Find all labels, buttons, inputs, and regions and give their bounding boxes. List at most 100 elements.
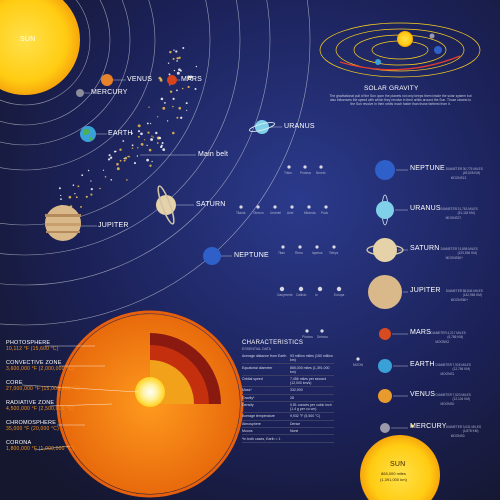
asteroid-dot — [194, 88, 197, 90]
table-planet-name: URANUS — [410, 205, 441, 212]
diameter-km-value: (142,984 KM) — [462, 293, 482, 297]
moon-label: Iapetus — [312, 251, 323, 255]
table-planet-name: SATURN — [410, 245, 440, 252]
diameter-label: DIAMETER — [440, 207, 458, 211]
moon-label: Titania — [236, 211, 246, 215]
moon-dot — [324, 205, 328, 209]
characteristics-row: Mass* 332,900 — [242, 387, 334, 395]
planet-table-graphics — [366, 160, 408, 433]
asteroid-dot — [161, 141, 164, 145]
table-planet-name: NEPTUNE — [410, 165, 445, 172]
layer-temp: 3,600,000 °F (2,000,000 °C) — [6, 366, 75, 372]
sun-cross-section — [56, 310, 244, 498]
asteroid-dot — [140, 132, 143, 136]
moon-label: Oberon — [253, 211, 264, 215]
characteristic-value: 93 million miles (150 million km) — [290, 354, 333, 363]
asteroid-dot — [172, 131, 175, 135]
neptune-label: NEPTUNE — [234, 252, 269, 259]
moon-label: Phobos — [302, 335, 313, 339]
characteristics-row: Density 0.81 ounces per cubic inch (1.4 g… — [242, 402, 334, 414]
characteristic-value: 28 — [290, 395, 294, 400]
characteristic-value: 9,932 °F (5,500 °C) — [290, 414, 321, 419]
asteroid-dot — [178, 56, 181, 60]
asteroid-dot — [146, 144, 148, 147]
venus-planet — [101, 74, 113, 86]
asteroid-dot — [185, 102, 188, 105]
asteroid-dot — [115, 150, 117, 153]
diameter-value: 7,926 MILES — [452, 363, 471, 367]
sun-data-circle — [360, 435, 440, 500]
asteroid-dot — [146, 158, 149, 162]
layer-name: CONVECTIVE ZONE — [6, 360, 62, 366]
moon-label: Umbriel — [270, 211, 281, 215]
moons-label: MOONS — [440, 402, 453, 406]
moons-label: MOONS — [440, 372, 453, 376]
asteroid-dot — [127, 155, 130, 158]
characteristic-value: None — [290, 429, 299, 434]
saturn-planet — [156, 185, 176, 225]
layer-temp: 10,112 °F (15,600 °C) — [6, 346, 59, 352]
layer-name: RADIATIVE ZONE — [6, 400, 55, 406]
asteroid-dot — [90, 188, 93, 191]
diameter-label: DIAMETER — [445, 289, 463, 293]
asteroid-dot — [108, 158, 111, 161]
characteristic-value: Dense — [290, 421, 301, 426]
layer-name: CHROMOSPHERE — [6, 420, 57, 426]
characteristic-value: 332,900 — [290, 388, 303, 393]
asteroid-dot — [155, 131, 158, 135]
neptune-planet — [203, 247, 221, 265]
asteroid-dot — [85, 195, 88, 198]
characteristic-name: Average distance from Earth — [242, 354, 287, 359]
characteristics-row: Orbital speed 7,456 miles per second (12,… — [242, 376, 334, 388]
moon-label: MOON — [353, 363, 363, 367]
moon-label: Europa — [334, 293, 345, 297]
layer-radiative-zone: RADIATIVE ZONE 4,500,000 °F (2,500,000 °… — [6, 400, 74, 412]
diameter-value: 74,898 MILES — [457, 247, 478, 251]
moon-dot — [298, 245, 302, 249]
moon-label: Io — [315, 293, 318, 297]
asteroid-dot — [195, 65, 198, 68]
asteroid-dot — [167, 62, 170, 64]
asteroid-dot — [168, 73, 171, 76]
moon-dot — [332, 245, 336, 249]
diameter-value: 31,763 MILES — [457, 207, 478, 211]
moon-label: Miranda — [304, 211, 316, 215]
asteroid-dot — [72, 184, 75, 187]
characteristic-name: Orbital speed — [242, 376, 263, 381]
characteristic-value: 865,000 miles (1,391,000 km) — [290, 365, 330, 374]
asteroid-dot — [187, 85, 190, 89]
asteroid-dot — [131, 132, 133, 135]
moon-dot — [305, 329, 309, 333]
diameter-value: 88,846 MILES — [462, 289, 483, 293]
table-planet-name: MERCURY — [410, 423, 447, 430]
asteroid-dot — [90, 193, 93, 196]
asteroid-dot — [150, 138, 154, 141]
moons-label: MOONS — [450, 176, 463, 180]
jupiter-label: JUPITER — [98, 222, 129, 229]
layer-core: CORE 27,000,000 °F (15,000,000 °C) — [6, 380, 80, 392]
asteroid-dot — [116, 162, 119, 166]
asteroid-dot — [162, 148, 166, 152]
asteroid-dot — [150, 122, 152, 125]
moon-dot — [256, 205, 260, 209]
diameter-km-value: (12,756 KM) — [452, 367, 471, 371]
asteroid-dot — [81, 174, 84, 177]
moon-dot — [319, 165, 323, 169]
uranus-planet — [248, 120, 276, 134]
asteroid-dot — [169, 50, 172, 54]
diameter-km-value: (120,536 KM) — [457, 251, 477, 255]
asteroid-dot — [75, 196, 78, 199]
moon-label: Ganymede — [277, 293, 293, 297]
asteroid-dot — [169, 90, 173, 93]
mercury-table-planet — [380, 423, 390, 433]
mercury-label: MERCURY — [91, 89, 128, 96]
moon-dot — [281, 245, 285, 249]
venus-label: VENUS — [127, 76, 153, 83]
asteroid-dot — [74, 193, 76, 195]
moons-label: MOONS — [435, 340, 448, 344]
asteroid-dot — [119, 159, 122, 162]
characteristics-row: Atmosphere Dense — [242, 421, 334, 428]
mars-table-planet — [379, 328, 391, 340]
moon-label: Titan — [278, 251, 285, 255]
